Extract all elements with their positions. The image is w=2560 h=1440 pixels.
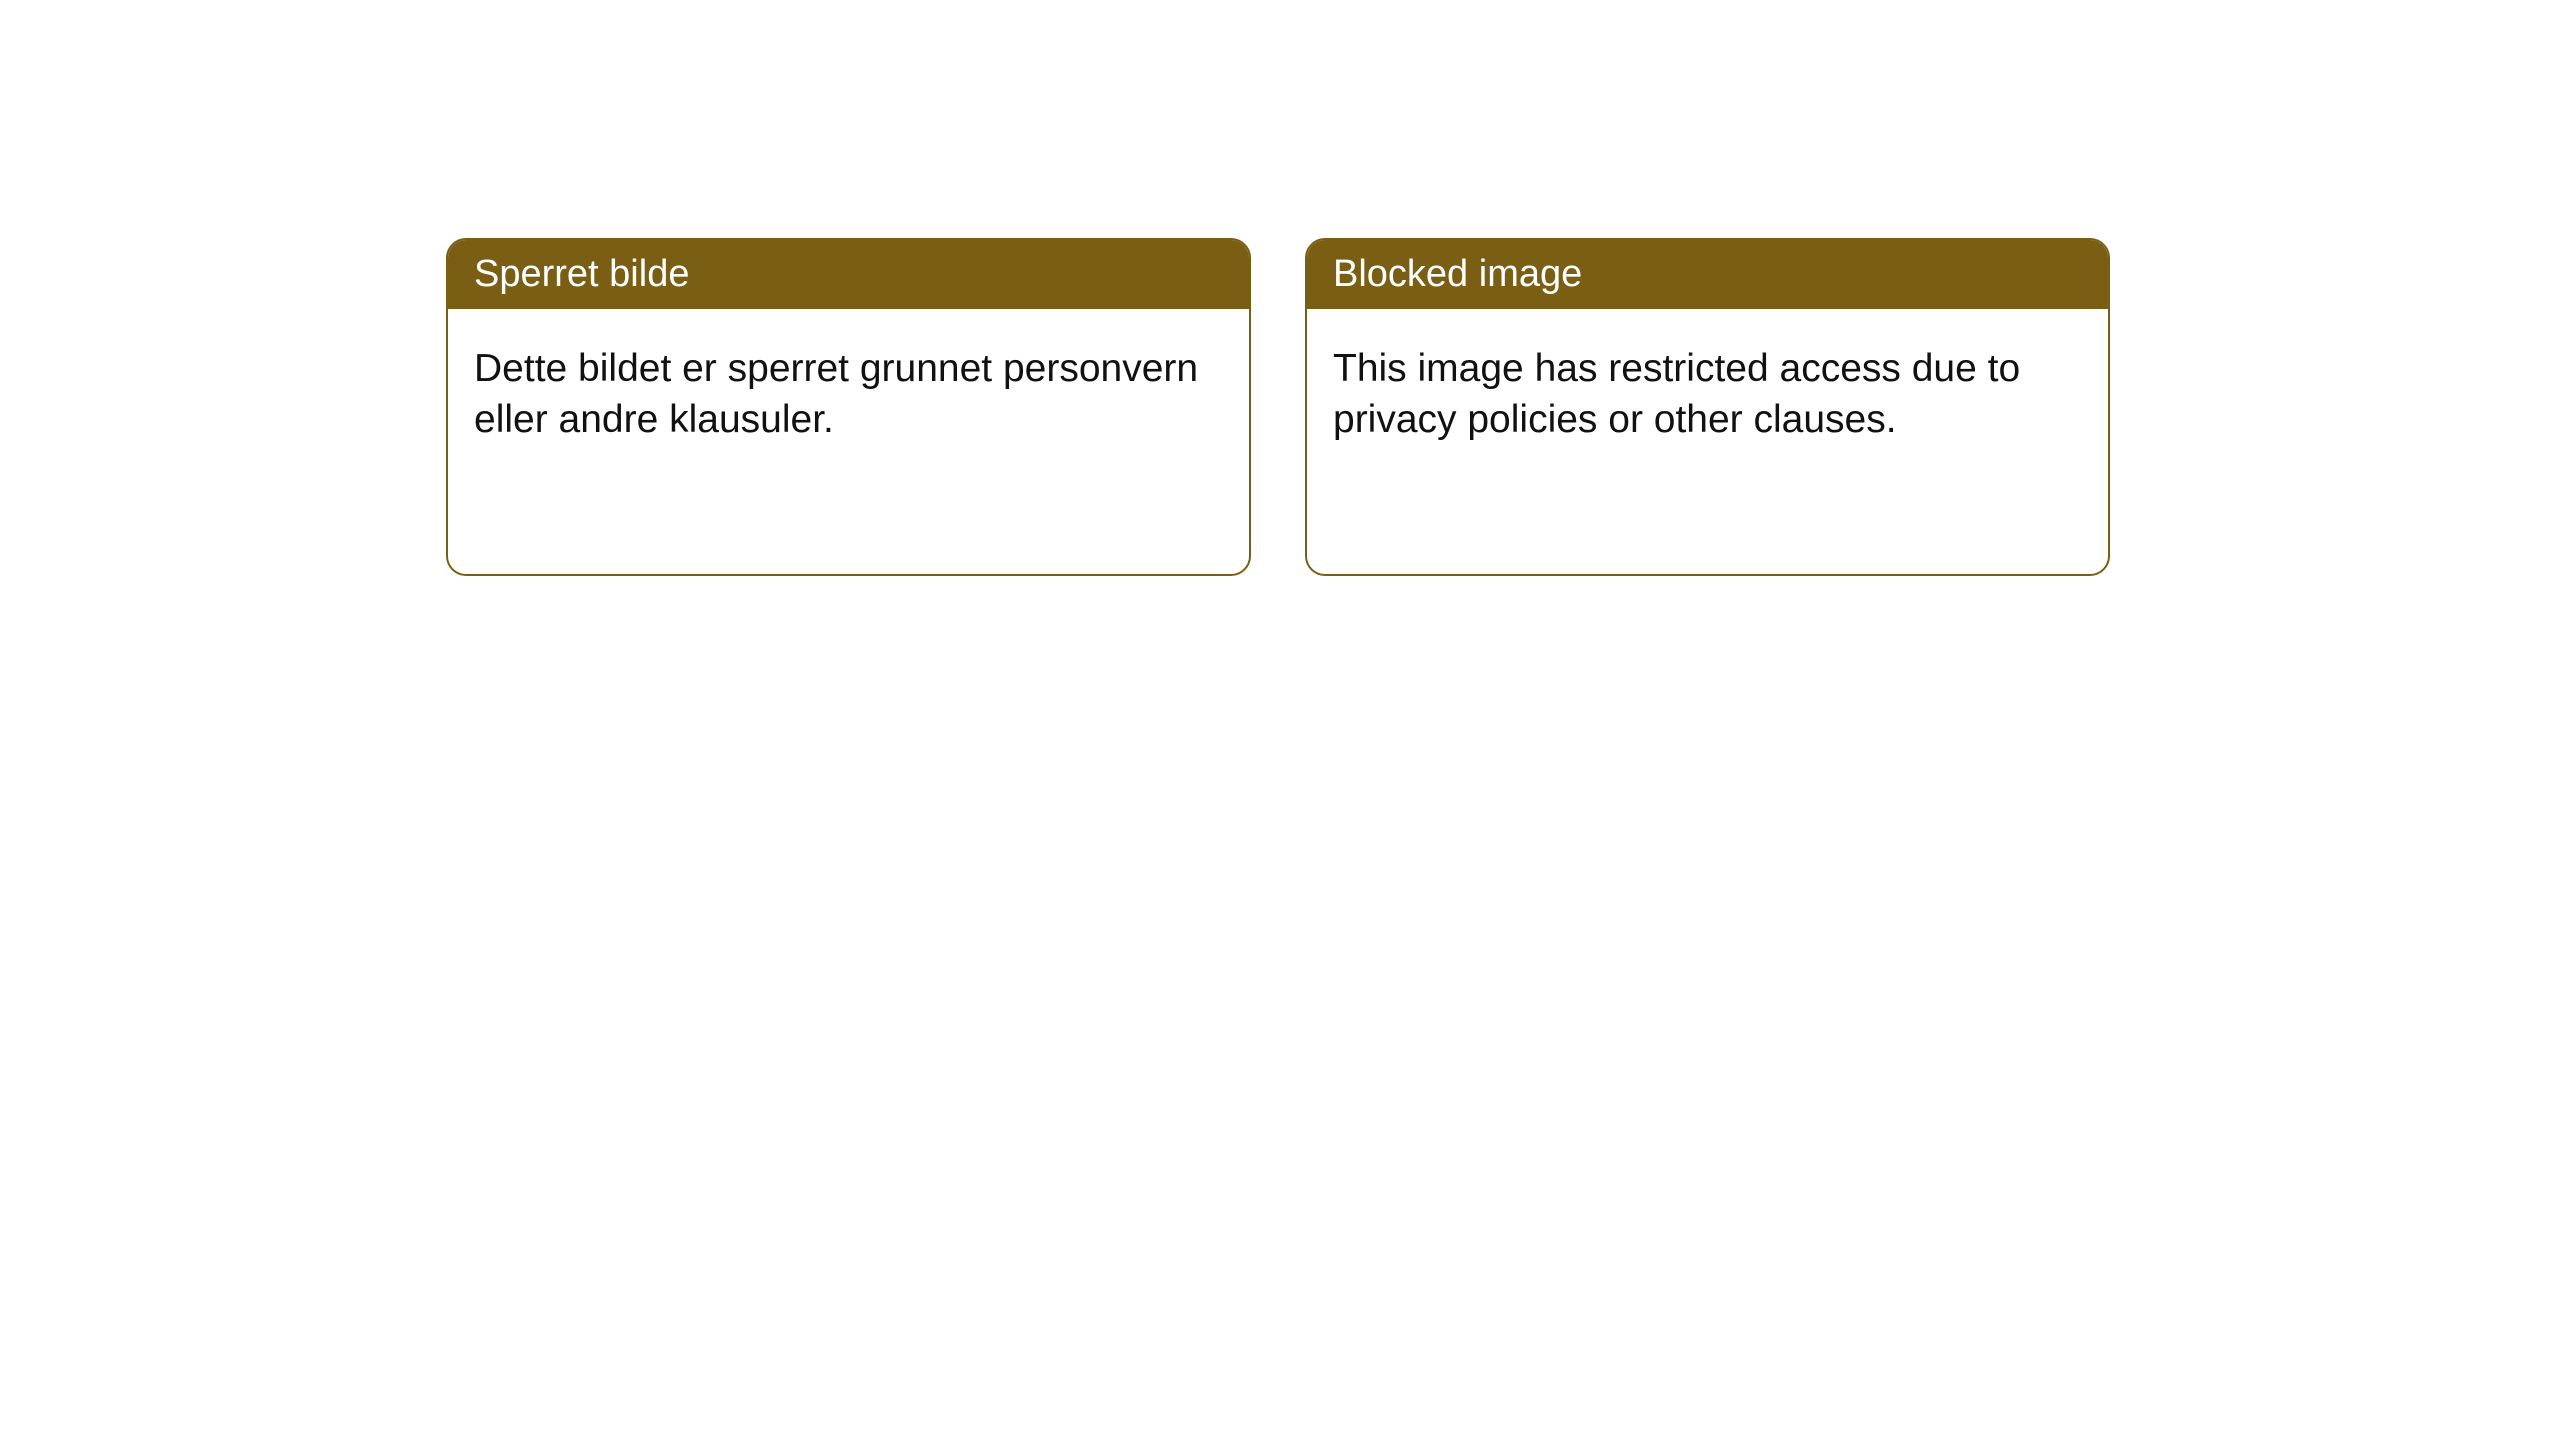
card-title-en: Blocked image xyxy=(1307,240,2108,309)
blocked-image-card-en: Blocked image This image has restricted … xyxy=(1305,238,2110,576)
card-title-no: Sperret bilde xyxy=(448,240,1249,309)
notice-cards-container: Sperret bilde Dette bildet er sperret gr… xyxy=(0,0,2560,576)
card-body-en: This image has restricted access due to … xyxy=(1307,309,2108,472)
blocked-image-card-no: Sperret bilde Dette bildet er sperret gr… xyxy=(446,238,1251,576)
card-body-no: Dette bildet er sperret grunnet personve… xyxy=(448,309,1249,472)
